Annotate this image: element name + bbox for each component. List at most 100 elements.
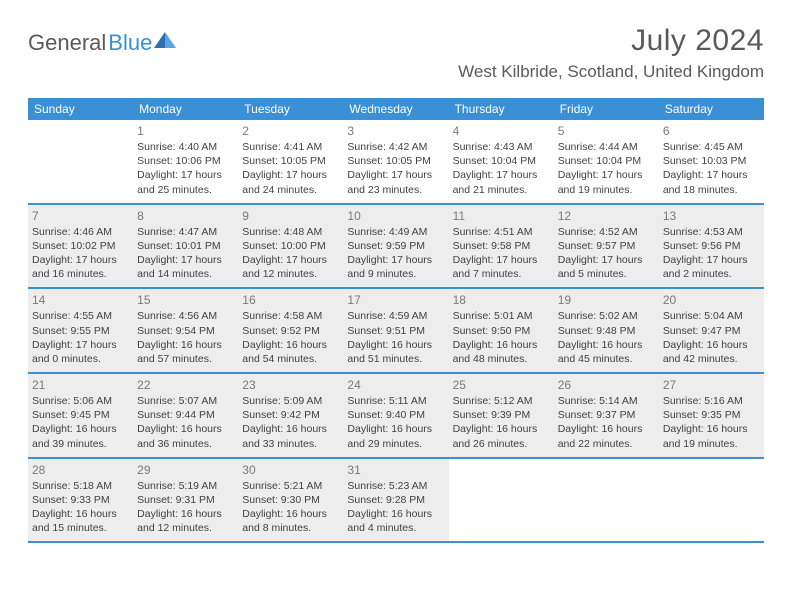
day-number: 5 <box>558 124 655 138</box>
day-info-line: Daylight: 16 hours <box>137 422 234 436</box>
day-number: 9 <box>242 209 339 223</box>
day-info: Sunrise: 5:18 AMSunset: 9:33 PMDaylight:… <box>32 479 129 536</box>
calendar-page: GeneralBlue July 2024 West Kilbride, Sco… <box>0 0 792 563</box>
day-info-line: Sunset: 9:50 PM <box>453 324 550 338</box>
week-row: 28Sunrise: 5:18 AMSunset: 9:33 PMDayligh… <box>28 459 764 544</box>
weeks-container: 1Sunrise: 4:40 AMSunset: 10:06 PMDayligh… <box>28 120 764 543</box>
day-info-line: Daylight: 16 hours <box>558 422 655 436</box>
day-info-line: Sunrise: 4:53 AM <box>663 225 760 239</box>
day-number: 25 <box>453 378 550 392</box>
day-info: Sunrise: 4:40 AMSunset: 10:06 PMDaylight… <box>137 140 234 197</box>
day-info: Sunrise: 4:49 AMSunset: 9:59 PMDaylight:… <box>347 225 444 282</box>
day-cell <box>554 459 659 542</box>
day-info: Sunrise: 4:52 AMSunset: 9:57 PMDaylight:… <box>558 225 655 282</box>
day-info-line: Sunrise: 4:47 AM <box>137 225 234 239</box>
day-info: Sunrise: 5:01 AMSunset: 9:50 PMDaylight:… <box>453 309 550 366</box>
day-number: 12 <box>558 209 655 223</box>
day-number: 10 <box>347 209 444 223</box>
day-cell: 27Sunrise: 5:16 AMSunset: 9:35 PMDayligh… <box>659 374 764 457</box>
weekday-header: Saturday <box>659 98 764 120</box>
header: GeneralBlue July 2024 West Kilbride, Sco… <box>28 24 764 82</box>
day-info-line: Sunrise: 4:56 AM <box>137 309 234 323</box>
day-info-line: and 14 minutes. <box>137 267 234 281</box>
day-info: Sunrise: 4:46 AMSunset: 10:02 PMDaylight… <box>32 225 129 282</box>
day-info-line: Sunrise: 4:44 AM <box>558 140 655 154</box>
day-cell <box>28 120 133 203</box>
day-info-line: and 26 minutes. <box>453 437 550 451</box>
day-info-line: Daylight: 17 hours <box>663 168 760 182</box>
day-info-line: Sunset: 9:33 PM <box>32 493 129 507</box>
day-info-line: Daylight: 17 hours <box>347 253 444 267</box>
week-row: 14 Sunrise: 4:55 AMSunset: 9:55 PMDayligh… <box>28 289 764 374</box>
day-info-line: Sunset: 9:30 PM <box>242 493 339 507</box>
day-info-line: Sunrise: 4:43 AM <box>453 140 550 154</box>
day-info-line: and 54 minutes. <box>242 352 339 366</box>
day-info-line: Daylight: 16 hours <box>242 507 339 521</box>
day-info-line: Sunset: 9:35 PM <box>663 408 760 422</box>
day-info-line: Sunrise: 5:18 AM <box>32 479 129 493</box>
day-info: Sunrise: 4:43 AMSunset: 10:04 PMDaylight… <box>453 140 550 197</box>
day-info-line: Sunrise: 5:19 AM <box>137 479 234 493</box>
day-info-line: Daylight: 16 hours <box>242 338 339 352</box>
day-info-line: Sunset: 9:54 PM <box>137 324 234 338</box>
day-info-line: Sunset: 9:45 PM <box>32 408 129 422</box>
day-info-line: and 12 minutes. <box>137 521 234 535</box>
day-info: Sunrise: 4:42 AMSunset: 10:05 PMDaylight… <box>347 140 444 197</box>
day-info-line: and 48 minutes. <box>453 352 550 366</box>
day-cell: 5 Sunrise: 4:44 AMSunset: 10:04 PMDayligh… <box>554 120 659 203</box>
day-cell: 26Sunrise: 5:14 AMSunset: 9:37 PMDayligh… <box>554 374 659 457</box>
day-info-line: Sunset: 10:04 PM <box>453 154 550 168</box>
day-info-line: Daylight: 16 hours <box>663 338 760 352</box>
day-info-line: and 24 minutes. <box>242 183 339 197</box>
day-info-line: Sunrise: 4:40 AM <box>137 140 234 154</box>
day-cell <box>449 459 554 542</box>
day-info-line: and 33 minutes. <box>242 437 339 451</box>
day-info: Sunrise: 4:56 AMSunset: 9:54 PMDaylight:… <box>137 309 234 366</box>
day-info: Sunrise: 5:19 AMSunset: 9:31 PMDaylight:… <box>137 479 234 536</box>
day-cell: 17Sunrise: 4:59 AMSunset: 9:51 PMDayligh… <box>343 289 448 372</box>
day-info-line: Daylight: 17 hours <box>32 253 129 267</box>
calendar-grid: SundayMondayTuesdayWednesdayThursdayFrid… <box>28 98 764 543</box>
day-number: 19 <box>558 293 655 307</box>
weekday-header: Sunday <box>28 98 133 120</box>
day-info-line: Daylight: 16 hours <box>242 422 339 436</box>
day-info: Sunrise: 4:55 AMSunset: 9:55 PMDaylight:… <box>32 309 129 366</box>
day-info-line: Sunset: 9:39 PM <box>453 408 550 422</box>
day-info-line: and 39 minutes. <box>32 437 129 451</box>
day-info-line: and 0 minutes. <box>32 352 129 366</box>
day-info-line: Sunrise: 5:21 AM <box>242 479 339 493</box>
month-title: July 2024 <box>458 24 764 58</box>
weekday-header: Friday <box>554 98 659 120</box>
logo-text-general: General <box>28 30 106 56</box>
day-info-line: Sunrise: 5:06 AM <box>32 394 129 408</box>
day-info: Sunrise: 4:58 AMSunset: 9:52 PMDaylight:… <box>242 309 339 366</box>
day-info-line: and 51 minutes. <box>347 352 444 366</box>
weekday-header: Monday <box>133 98 238 120</box>
day-info-line: Sunset: 9:52 PM <box>242 324 339 338</box>
day-cell: 28Sunrise: 5:18 AMSunset: 9:33 PMDayligh… <box>28 459 133 542</box>
day-info-line: Daylight: 17 hours <box>558 253 655 267</box>
weekday-header: Wednesday <box>343 98 448 120</box>
day-number: 14 <box>32 293 129 307</box>
day-number: 21 <box>32 378 129 392</box>
day-info-line: Daylight: 17 hours <box>137 168 234 182</box>
day-info-line: Daylight: 17 hours <box>453 253 550 267</box>
day-info: Sunrise: 4:45 AMSunset: 10:03 PMDaylight… <box>663 140 760 197</box>
day-number: 2 <box>242 124 339 138</box>
day-info-line: Daylight: 16 hours <box>453 422 550 436</box>
day-info-line: Daylight: 17 hours <box>137 253 234 267</box>
day-cell: 12 Sunrise: 4:52 AMSunset: 9:57 PMDayligh… <box>554 205 659 288</box>
day-info: Sunrise: 5:06 AMSunset: 9:45 PMDaylight:… <box>32 394 129 451</box>
day-cell: 9Sunrise: 4:48 AMSunset: 10:00 PMDayligh… <box>238 205 343 288</box>
day-info-line: and 42 minutes. <box>663 352 760 366</box>
day-number: 20 <box>663 293 760 307</box>
day-number: 24 <box>347 378 444 392</box>
day-info-line: Sunset: 10:06 PM <box>137 154 234 168</box>
day-info-line: Sunset: 10:05 PM <box>242 154 339 168</box>
day-info: Sunrise: 4:44 AMSunset: 10:04 PMDaylight… <box>558 140 655 197</box>
day-info-line: and 23 minutes. <box>347 183 444 197</box>
day-info: Sunrise: 4:47 AMSunset: 10:01 PMDaylight… <box>137 225 234 282</box>
day-cell: 29Sunrise: 5:19 AMSunset: 9:31 PMDayligh… <box>133 459 238 542</box>
day-info-line: Daylight: 16 hours <box>558 338 655 352</box>
day-number: 27 <box>663 378 760 392</box>
